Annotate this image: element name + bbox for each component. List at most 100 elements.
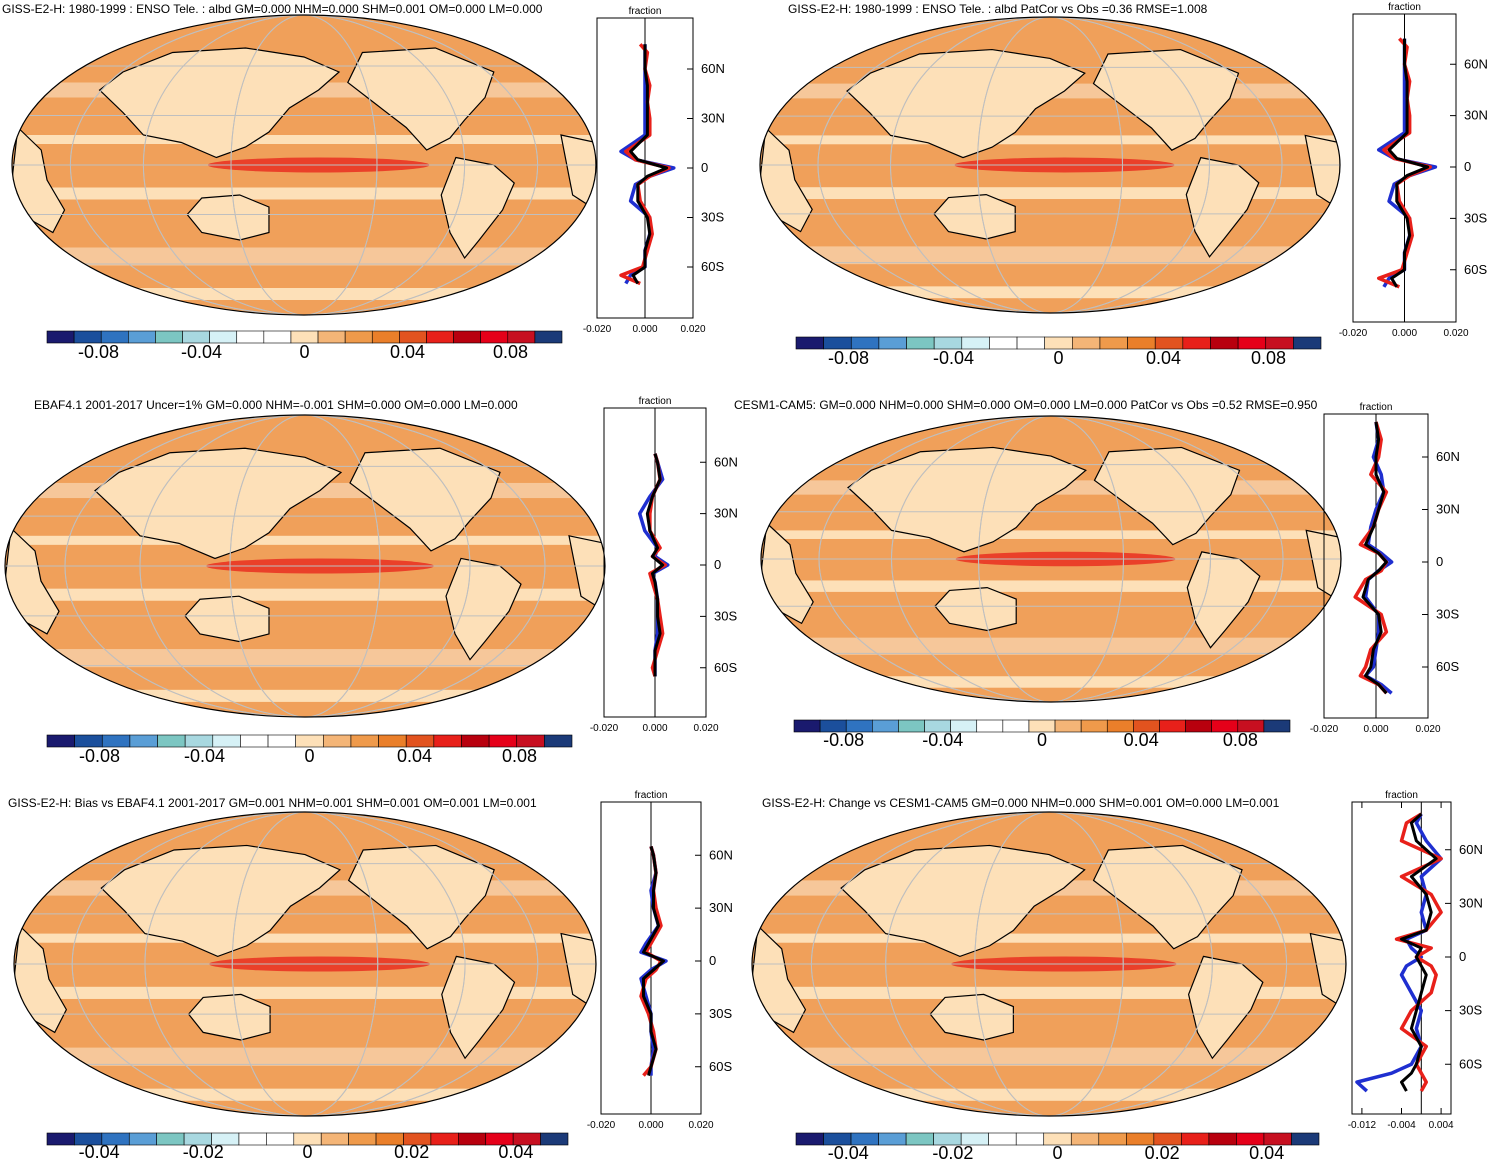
zonal-ytick-label: 60N [709, 847, 733, 862]
panel-model-enso-right: GISS-E2-H: 1980-1999 : ENSO Tele. : albd… [746, 0, 1491, 388]
continent-outline [560, 134, 596, 212]
colorbar-swatch [453, 330, 481, 344]
map [11, 14, 597, 316]
colorbar-swatch [988, 1132, 1017, 1146]
colorbar-swatch [155, 330, 183, 344]
zonal-line-mean [642, 846, 665, 1076]
graticule-lon [817, 17, 1283, 313]
map-band [752, 1047, 1346, 1066]
colorbar: -0.08 -0.04 0 0.04 0.08 [46, 330, 563, 362]
colorbar-tick-label: 0.08 [502, 746, 537, 766]
colorbar-tick-label: 0 [1037, 730, 1047, 750]
colorbar-tick-label: 0.02 [394, 1142, 429, 1162]
continent-outline [1187, 955, 1264, 1060]
colorbar-tick-label: 0.04 [1146, 348, 1181, 368]
map-band [761, 637, 1341, 655]
map-band [752, 933, 1346, 943]
graticule-lon [69, 15, 539, 315]
map-field [761, 416, 1341, 702]
zonal-ytick-label: 30S [1459, 1003, 1482, 1018]
map-border [760, 415, 1342, 703]
zonal-ytick-label: 30S [1464, 210, 1487, 225]
colorbar-swatch [905, 1132, 934, 1146]
zonal-line-mean [645, 453, 665, 677]
zonal-xtick-label: -0.020 [1339, 328, 1368, 339]
colorbar-swatch [236, 330, 265, 344]
zonal-line-mean [629, 44, 669, 285]
colorbar-swatch [878, 336, 907, 350]
colorbar-swatch [350, 734, 379, 748]
colorbar-swatch [906, 336, 935, 350]
zonal-line-model [619, 43, 671, 286]
colorbar-swatch [1070, 1132, 1100, 1146]
panel-change: GISS-E2-H: Change vs CESM1-CAM5 GM=0.000… [746, 784, 1491, 1172]
colorbar-swatch [1208, 1132, 1237, 1146]
panel-title: GISS-E2-H: Change vs CESM1-CAM5 GM=0.000… [762, 796, 1280, 810]
colorbar-swatch [1210, 336, 1239, 350]
map-field [760, 17, 1340, 313]
colorbar-swatch [1054, 719, 1082, 733]
colorbar-swatch [348, 1132, 377, 1146]
continent-outline [560, 932, 596, 1011]
zonal-xtick-label: -0.020 [590, 723, 619, 734]
zonal-panel: fraction -0.012 -0.004 0.004 60N 30N 0 30S 60S [1348, 790, 1483, 1131]
zonal-xtick-label: 0.020 [693, 723, 718, 734]
map-band [14, 1047, 596, 1066]
map-border [759, 16, 1341, 314]
zonal-xtick-label: 0.000 [632, 324, 657, 335]
colorbar-swatch [1015, 1132, 1045, 1146]
colorbar-tick-label: 0 [1053, 348, 1063, 368]
colorbar-tick-label: -0.04 [184, 746, 225, 766]
zonal-xlabel: fraction [629, 6, 662, 17]
map-band [12, 135, 596, 144]
zonal-xlabel: fraction [1360, 402, 1393, 413]
zonal-panel: fraction -0.020 0.000 0.020 60N 30N 0 30S 60S [1310, 402, 1460, 735]
continent-outline [1186, 551, 1261, 649]
zonal-ytick-label: 60N [701, 61, 725, 76]
map-border [4, 414, 606, 718]
chart-svg: -0.08 -0.04 0 0.04 0.08 fraction -0.020 0.000 0.… [4, 396, 738, 766]
zonal-xtick-label: -0.004 [1387, 1120, 1416, 1131]
graticule-lon [891, 416, 1211, 702]
colorbar-swatch [795, 336, 824, 350]
colorbar-swatch [46, 1132, 75, 1146]
colorbar-swatch [795, 1132, 824, 1146]
colorbar-tick-label: 0.08 [1251, 348, 1286, 368]
zonal-xtick-label: -0.020 [587, 1120, 616, 1131]
colorbar-tick-label: 0.04 [1249, 1143, 1284, 1163]
graticule-lon [810, 812, 1288, 1116]
continent-outline [445, 557, 522, 661]
colorbar-swatch [157, 734, 186, 748]
continent-outline [1092, 48, 1240, 151]
graticule-lon [71, 812, 539, 1116]
zonal-ytick-label: 0 [714, 557, 721, 572]
colorbar-swatch [898, 719, 925, 733]
colorbar-swatch [1293, 336, 1322, 350]
zonal-line-mean [1400, 812, 1438, 1092]
colorbar-tick-label: -0.08 [79, 746, 120, 766]
continent-outline [100, 844, 342, 958]
colorbar-swatch [238, 1132, 267, 1146]
colorbar: -0.08 -0.04 0 0.04 0.08 [795, 336, 1322, 368]
colorbar-swatch [1182, 336, 1211, 350]
colorbar-swatch [267, 734, 296, 748]
zonal-line-mean [1387, 38, 1430, 288]
map-band [761, 676, 1341, 688]
colorbar-swatch [1159, 719, 1186, 733]
zonal-line-mean [1361, 421, 1388, 695]
zonal-ytick-label: 30N [1436, 502, 1460, 517]
colorbar-tick-label: -0.04 [79, 1142, 120, 1162]
zonal-panel: fraction -0.020 0.000 0.020 60N 30N 0 30S 60S [587, 790, 733, 1131]
map-border [13, 811, 597, 1117]
zonal-xtick-label: -0.012 [1348, 1120, 1377, 1131]
colorbar-swatch [1291, 1132, 1320, 1146]
colorbar-swatch [1099, 336, 1128, 350]
graticule-lon [231, 812, 379, 1116]
colorbar-tick-label: -0.02 [183, 1142, 224, 1162]
map-band [14, 1088, 596, 1101]
graticule-lon [890, 17, 1210, 313]
colorbar-swatch [320, 1132, 349, 1146]
colorbar-tick-label: -0.08 [78, 342, 119, 362]
colorbar-swatch [263, 330, 292, 344]
